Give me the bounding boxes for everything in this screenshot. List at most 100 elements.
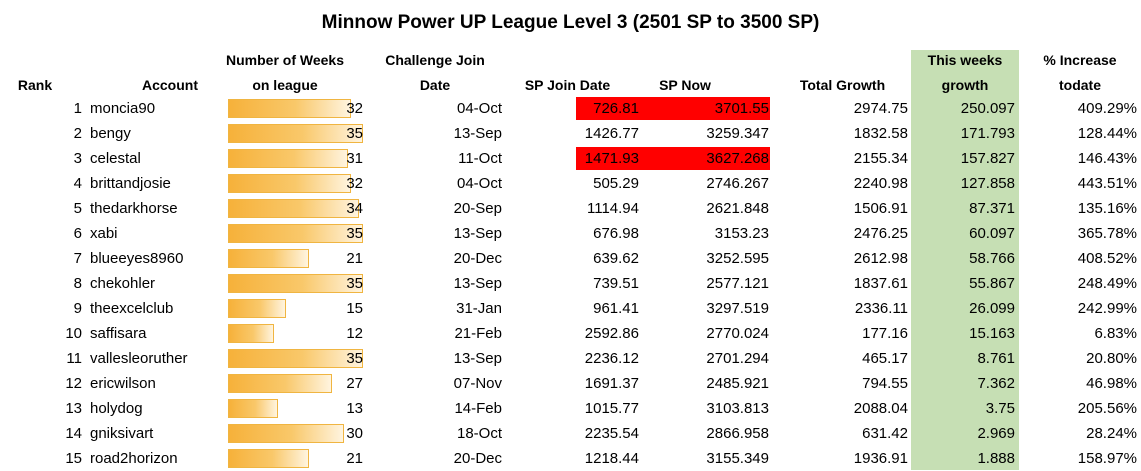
rank-cell: 2 (73, 125, 82, 142)
sp-join-cell: 2592.86 (584, 325, 639, 342)
week-growth-cell: 2.969 (977, 425, 1015, 442)
week-growth-cell: 250.097 (960, 100, 1015, 117)
sp-join-cell: 676.98 (593, 225, 639, 242)
sp-join-cell: 1015.77 (584, 400, 639, 417)
total-growth-cell: 1936.91 (853, 450, 908, 467)
sp-now-cell: 3627.268 (706, 150, 769, 167)
join-date-cell: 20-Dec (453, 450, 502, 467)
increase-cell: 6.83% (1094, 325, 1137, 342)
sp-join-cell: 726.81 (593, 100, 639, 117)
weeks-cell: 27 (346, 375, 363, 392)
table-row: 9 theexcelclub 15 31-Jan 961.41 3297.519 2336.… (0, 296, 1141, 321)
sp-now-cell: 2746.267 (706, 175, 769, 192)
join-date-cell: 14-Feb (454, 400, 502, 417)
account-cell: brittandjosie (90, 175, 171, 192)
account-cell: bengy (90, 125, 131, 142)
increase-cell: 46.98% (1086, 375, 1137, 392)
header-sp-join: SP Join Date (524, 77, 611, 93)
weeks-data-bar (228, 249, 309, 268)
join-date-cell: 11-Oct (458, 150, 502, 167)
rank-cell: 11 (66, 350, 82, 367)
header-join-line1: Challenge Join (385, 52, 485, 68)
sp-now-highlight (576, 97, 770, 120)
header-join-line2: Date (419, 77, 451, 93)
account-cell: ericwilson (90, 375, 156, 392)
sp-join-cell: 2236.12 (584, 350, 639, 367)
week-growth-cell: 87.371 (969, 200, 1015, 217)
weeks-data-bar (228, 124, 363, 143)
sp-join-cell: 1471.93 (584, 150, 639, 167)
table-row: 13 holydog 13 14-Feb 1015.77 3103.813 2088.04 3… (0, 396, 1141, 421)
total-growth-cell: 2088.04 (853, 400, 908, 417)
week-growth-cell: 60.097 (969, 225, 1015, 242)
table-row: 3 celestal 31 11-Oct 1471.93 3627.268 2155.34 1… (0, 146, 1141, 171)
sp-now-cell: 3701.55 (714, 100, 769, 117)
rank-cell: 5 (73, 200, 82, 217)
weeks-data-bar (228, 374, 332, 393)
increase-cell: 365.78% (1077, 225, 1137, 242)
week-growth-cell: 1.888 (977, 450, 1015, 467)
table-row: 12 ericwilson 27 07-Nov 1691.37 2485.921 794.5… (0, 371, 1141, 396)
week-growth-cell: 3.75 (985, 400, 1015, 417)
rank-cell: 15 (65, 450, 82, 467)
weeks-data-bar (228, 224, 363, 243)
increase-cell: 146.43% (1077, 150, 1137, 167)
join-date-cell: 13-Sep (453, 125, 502, 142)
sp-join-cell: 961.41 (593, 300, 639, 317)
week-growth-cell: 8.761 (977, 350, 1015, 367)
sp-now-cell: 2621.848 (706, 200, 769, 217)
header-sp-now: SP Now (659, 77, 711, 93)
account-cell: holydog (90, 400, 143, 417)
total-growth-cell: 1506.91 (853, 200, 908, 217)
header-total-growth: Total Growth (799, 77, 886, 93)
sp-join-cell: 1218.44 (584, 450, 639, 467)
account-cell: moncia90 (90, 100, 156, 117)
join-date-cell: 04-Oct (456, 100, 502, 117)
total-growth-cell: 465.17 (862, 350, 908, 367)
weeks-cell: 15 (346, 300, 363, 317)
sp-now-cell: 3153.23 (714, 225, 769, 242)
total-growth-cell: 2612.98 (853, 250, 908, 267)
sp-now-highlight (576, 147, 770, 170)
total-growth-cell: 2476.25 (853, 225, 908, 242)
table-row: 7 blueeyes8960 21 20-Dec 639.62 3252.595 2612.… (0, 246, 1141, 271)
weeks-data-bar (228, 274, 363, 293)
join-date-cell: 18-Oct (456, 425, 502, 442)
week-growth-cell: 58.766 (969, 250, 1015, 267)
rank-cell: 1 (73, 100, 82, 117)
account-cell: blueeyes8960 (90, 250, 184, 267)
account-cell: road2horizon (90, 450, 178, 467)
weeks-data-bar (228, 449, 309, 468)
sp-join-cell: 2235.54 (584, 425, 639, 442)
account-cell: theexcelclub (90, 300, 174, 317)
increase-cell: 205.56% (1077, 400, 1137, 417)
table-row: 10 saffisara 12 21-Feb 2592.86 2770.024 177.16… (0, 321, 1141, 346)
total-growth-cell: 2974.75 (853, 100, 908, 117)
sp-now-cell: 2577.121 (706, 275, 769, 292)
table-row: 5 thedarkhorse 34 20-Sep 1114.94 2621.848 1506… (0, 196, 1141, 221)
join-date-cell: 21-Feb (454, 325, 502, 342)
weeks-cell: 13 (346, 400, 363, 417)
sp-join-cell: 505.29 (593, 175, 639, 192)
header-this-week-line1: This weeks (927, 52, 1003, 68)
rank-cell: 3 (73, 150, 82, 167)
rank-cell: 12 (65, 375, 82, 392)
account-cell: xabi (90, 225, 118, 242)
rank-cell: 4 (73, 175, 82, 192)
weeks-cell: 12 (346, 325, 363, 342)
header-this-week-line2: growth (941, 77, 989, 93)
weeks-data-bar (228, 149, 348, 168)
sp-join-cell: 1114.94 (587, 200, 639, 217)
sp-now-cell: 3252.595 (706, 250, 769, 267)
header-rank: Rank (17, 77, 53, 93)
join-date-cell: 04-Oct (456, 175, 502, 192)
total-growth-cell: 631.42 (862, 425, 908, 442)
sheet-title: Minnow Power UP League Level 3 (2501 SP … (321, 12, 820, 33)
table-row: 15 road2horizon 21 20-Dec 1218.44 3155.349 193… (0, 446, 1141, 471)
week-growth-cell: 26.099 (969, 300, 1015, 317)
account-cell: celestal (90, 150, 141, 167)
weeks-cell: 35 (346, 275, 363, 292)
weeks-data-bar (228, 349, 363, 368)
total-growth-cell: 177.16 (862, 325, 908, 342)
table-row: 6 xabi 35 13-Sep 676.98 3153.23 2476.25 60.097 3… (0, 221, 1141, 246)
